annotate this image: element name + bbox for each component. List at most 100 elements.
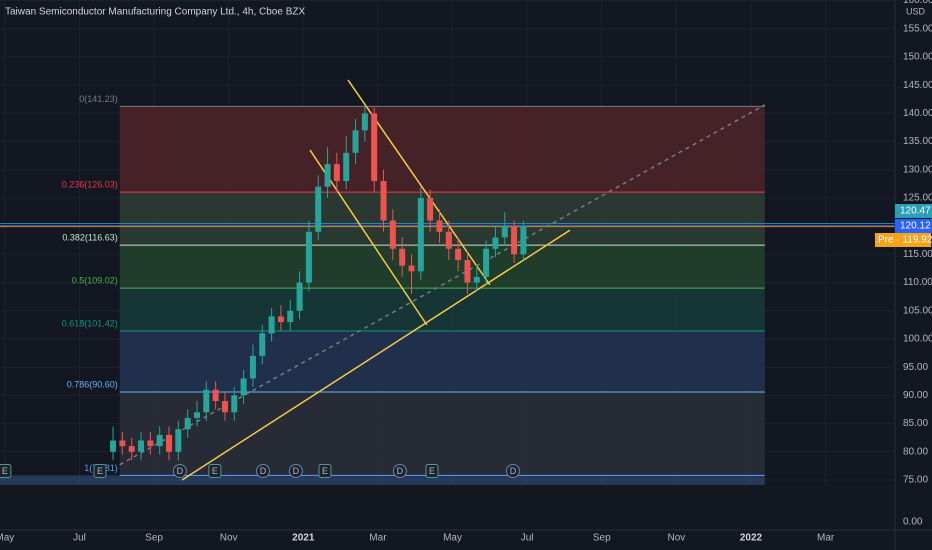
candle-body	[287, 310, 294, 323]
candle-body	[352, 130, 359, 153]
candle-body	[184, 417, 191, 430]
event-marker: E	[208, 464, 222, 478]
event-label: E	[97, 466, 103, 476]
event-marker: E	[318, 464, 332, 478]
event-badge	[93, 464, 107, 478]
event-badge	[505, 464, 520, 478]
fib-label: 0.618(101.42)	[62, 318, 118, 328]
x-tick-label: Sep	[145, 533, 163, 544]
candle-body	[371, 113, 378, 182]
x-tick-label: Jul	[521, 533, 534, 544]
candle-body	[473, 276, 480, 283]
price-label: 120.47	[900, 206, 931, 217]
candle-body	[417, 197, 424, 272]
x-tick-label: May	[443, 533, 462, 544]
y-tick-label: 75.00	[903, 475, 928, 486]
event-label: E	[212, 466, 218, 476]
x-tick-label: Jul	[73, 533, 86, 544]
candle-body	[324, 164, 331, 187]
candle-body	[231, 395, 238, 413]
candle-body	[445, 231, 452, 249]
price-label-box	[875, 233, 931, 247]
candle-body	[343, 152, 350, 182]
event-badge	[425, 464, 439, 478]
candle-body	[296, 282, 303, 311]
fib-band	[119, 288, 765, 331]
event-marker: E	[0, 464, 12, 478]
fib-band	[119, 106, 765, 193]
event-badge	[288, 464, 303, 478]
y-tick-label: 130.00	[903, 164, 932, 175]
y-tick-label: 140.00	[903, 108, 932, 119]
x-tick-label: Sep	[593, 533, 611, 544]
x-tick-label: 2021	[292, 533, 315, 544]
candle-body	[221, 401, 228, 413]
candle-body	[501, 226, 508, 238]
x-tick-label: Nov	[220, 533, 238, 544]
candle-body	[455, 248, 462, 261]
event-badge	[392, 464, 407, 478]
event-label: E	[429, 466, 435, 476]
event-badge	[208, 464, 222, 478]
candle-body	[511, 226, 518, 255]
fib-label: 0.236(126.03)	[62, 180, 118, 190]
fib-band	[119, 330, 765, 392]
candle-body	[119, 440, 126, 447]
candle-body	[408, 265, 415, 272]
event-marker: D	[172, 464, 187, 478]
y-tick-label: 125.00	[903, 193, 932, 204]
event-label: D	[177, 466, 184, 476]
candle-body	[156, 434, 163, 447]
price-label-box	[895, 219, 932, 233]
fib-band	[119, 391, 765, 476]
candle-body	[464, 260, 471, 283]
x-tick-label: May	[0, 533, 14, 544]
candle-body	[305, 231, 312, 283]
y-tick-label: 150.00	[903, 52, 932, 63]
y-tick-label: 100.00	[903, 334, 932, 345]
trend-line	[181, 229, 571, 481]
y-tick-label: 85.00	[903, 418, 928, 429]
event-marker: E	[425, 464, 439, 478]
y-tick-label: 110.00	[903, 277, 932, 288]
candle-body	[399, 248, 406, 266]
candle-body	[333, 164, 340, 182]
y-tick-label: 80.00	[903, 446, 928, 457]
candle-body	[268, 316, 275, 334]
event-label: D	[510, 466, 517, 476]
event-label: D	[260, 466, 267, 476]
event-badge	[318, 464, 332, 478]
candle-body	[110, 440, 117, 452]
y-tick-label: 90.00	[903, 390, 928, 401]
candle-body	[380, 181, 387, 221]
currency: USD	[906, 6, 926, 16]
event-label: D	[397, 466, 404, 476]
candle-body	[166, 434, 173, 452]
candle-body	[193, 412, 200, 418]
candle-body	[492, 237, 499, 249]
event-marker: D	[256, 464, 271, 478]
event-marker: D	[288, 464, 303, 478]
y-tick-label: 135.00	[903, 136, 932, 147]
candle-body	[240, 378, 247, 396]
chart-title: Taiwan Semiconductor Manufacturing Compa…	[5, 7, 305, 18]
candle-body	[427, 197, 434, 221]
y-tick-label: 115.00	[903, 249, 932, 260]
fib-label: 0.5(109.02)	[72, 275, 118, 285]
event-label: E	[2, 466, 8, 476]
candle-body	[203, 389, 210, 413]
fib-band	[119, 245, 765, 289]
candle-body	[483, 248, 490, 277]
event-marker: D	[505, 464, 520, 478]
candle-body	[436, 220, 443, 232]
candle-body	[175, 429, 182, 452]
candle-body	[147, 440, 154, 447]
event-badge	[172, 464, 187, 478]
candle-body	[277, 316, 284, 323]
event-badge	[0, 464, 12, 478]
candle-body	[389, 220, 396, 249]
candle-body	[315, 186, 322, 232]
